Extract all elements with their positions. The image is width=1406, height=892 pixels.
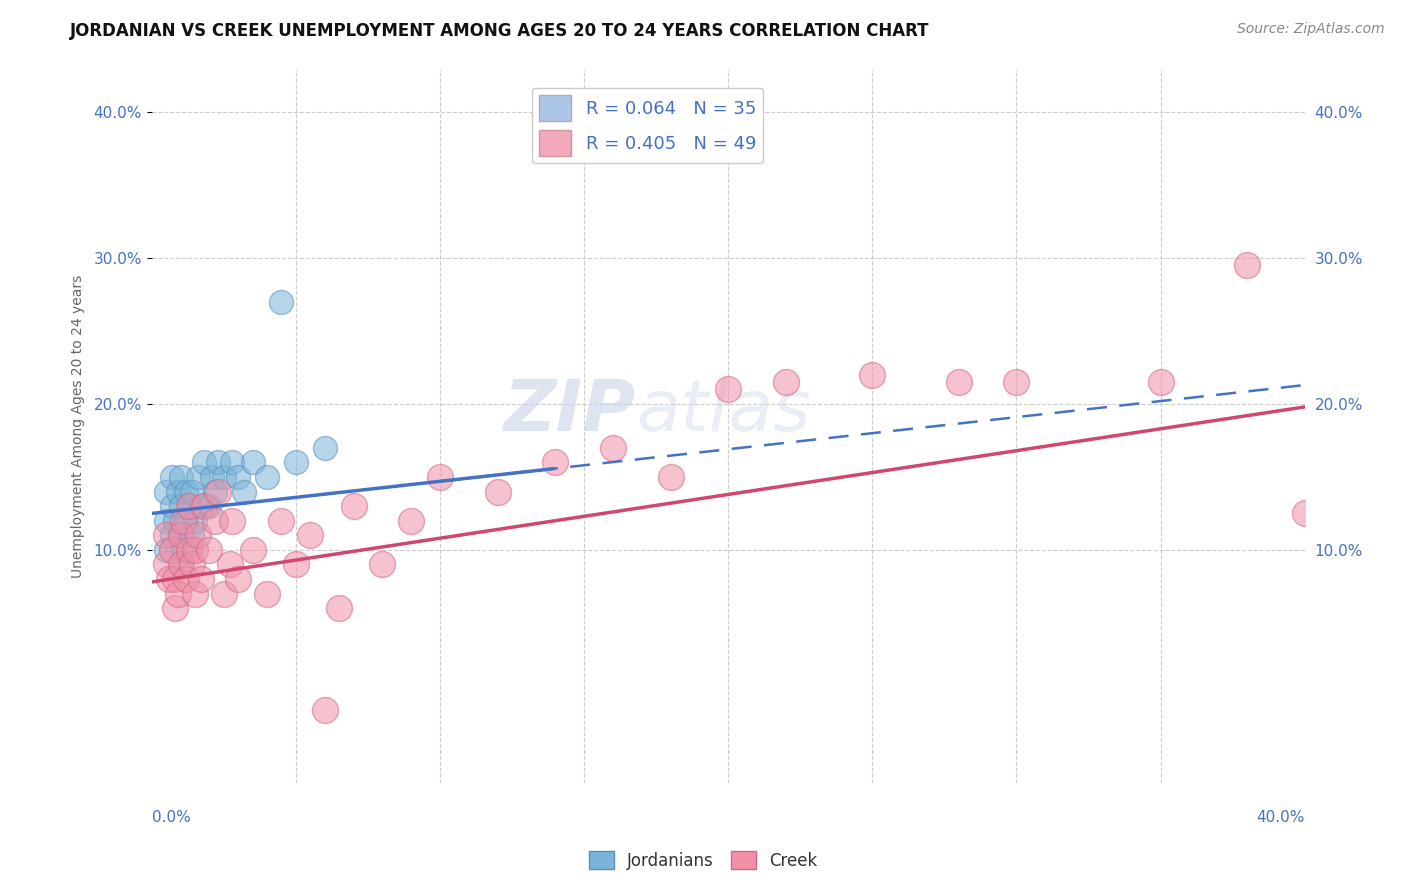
Point xyxy=(169,558,191,572)
Point xyxy=(176,572,198,586)
Point xyxy=(1294,507,1316,521)
Point xyxy=(256,470,278,484)
Y-axis label: Unemployment Among Ages 20 to 24 years: Unemployment Among Ages 20 to 24 years xyxy=(72,274,86,577)
Point xyxy=(198,499,221,513)
Point xyxy=(342,499,364,513)
Text: ZIP: ZIP xyxy=(503,377,636,446)
Point xyxy=(173,514,195,528)
Point xyxy=(201,470,224,484)
Point xyxy=(221,455,243,469)
Point xyxy=(193,455,215,469)
Point xyxy=(270,514,292,528)
Point xyxy=(659,470,682,484)
Text: 40.0%: 40.0% xyxy=(1257,810,1305,824)
Point xyxy=(212,587,235,601)
Point xyxy=(155,484,177,499)
Text: atlas: atlas xyxy=(636,377,811,446)
Point xyxy=(187,528,209,542)
Point xyxy=(775,375,797,389)
Point xyxy=(860,368,883,382)
Point xyxy=(1149,375,1171,389)
Point xyxy=(173,542,195,557)
Point xyxy=(602,441,624,455)
Point xyxy=(187,470,209,484)
Point xyxy=(160,528,183,542)
Point xyxy=(218,558,240,572)
Point xyxy=(184,514,207,528)
Point xyxy=(221,514,243,528)
Point xyxy=(284,558,307,572)
Point xyxy=(184,542,207,557)
Point xyxy=(270,294,292,309)
Text: Source: ZipAtlas.com: Source: ZipAtlas.com xyxy=(1237,22,1385,37)
Point xyxy=(181,528,204,542)
Point xyxy=(314,703,336,717)
Point xyxy=(160,499,183,513)
Point xyxy=(163,572,186,586)
Point xyxy=(169,499,191,513)
Point xyxy=(157,572,180,586)
Point xyxy=(544,455,567,469)
Point xyxy=(163,601,186,615)
Point xyxy=(169,528,191,542)
Point xyxy=(179,542,201,557)
Point xyxy=(155,542,177,557)
Point xyxy=(160,470,183,484)
Point xyxy=(169,558,191,572)
Point xyxy=(193,499,215,513)
Point xyxy=(207,484,229,499)
Point xyxy=(181,558,204,572)
Point xyxy=(176,484,198,499)
Point xyxy=(176,514,198,528)
Point xyxy=(198,542,221,557)
Legend: Jordanians, Creek: Jordanians, Creek xyxy=(582,845,824,877)
Point xyxy=(190,572,212,586)
Point xyxy=(179,499,201,513)
Point xyxy=(233,484,256,499)
Point xyxy=(371,558,394,572)
Point xyxy=(204,514,226,528)
Point xyxy=(328,601,350,615)
Point xyxy=(169,528,191,542)
Point xyxy=(181,484,204,499)
Point xyxy=(169,470,191,484)
Point xyxy=(179,499,201,513)
Point xyxy=(155,528,177,542)
Point xyxy=(242,542,264,557)
Point xyxy=(207,455,229,469)
Point xyxy=(399,514,422,528)
Point xyxy=(184,587,207,601)
Point xyxy=(242,455,264,469)
Point xyxy=(486,484,509,499)
Point xyxy=(160,542,183,557)
Point xyxy=(163,514,186,528)
Text: JORDANIAN VS CREEK UNEMPLOYMENT AMONG AGES 20 TO 24 YEARS CORRELATION CHART: JORDANIAN VS CREEK UNEMPLOYMENT AMONG AG… xyxy=(70,22,929,40)
Point xyxy=(429,470,451,484)
Point xyxy=(314,441,336,455)
Text: 0.0%: 0.0% xyxy=(152,810,191,824)
Point xyxy=(155,514,177,528)
Point xyxy=(284,455,307,469)
Legend: R = 0.064   N = 35, R = 0.405   N = 49: R = 0.064 N = 35, R = 0.405 N = 49 xyxy=(531,88,763,163)
Point xyxy=(717,383,740,397)
Point xyxy=(1236,259,1258,273)
Point xyxy=(226,572,249,586)
Point xyxy=(256,587,278,601)
Point xyxy=(948,375,970,389)
Point xyxy=(166,587,188,601)
Point xyxy=(212,470,235,484)
Point xyxy=(1005,375,1028,389)
Point xyxy=(299,528,322,542)
Point xyxy=(155,558,177,572)
Point xyxy=(204,484,226,499)
Point xyxy=(190,499,212,513)
Point xyxy=(226,470,249,484)
Point xyxy=(166,484,188,499)
